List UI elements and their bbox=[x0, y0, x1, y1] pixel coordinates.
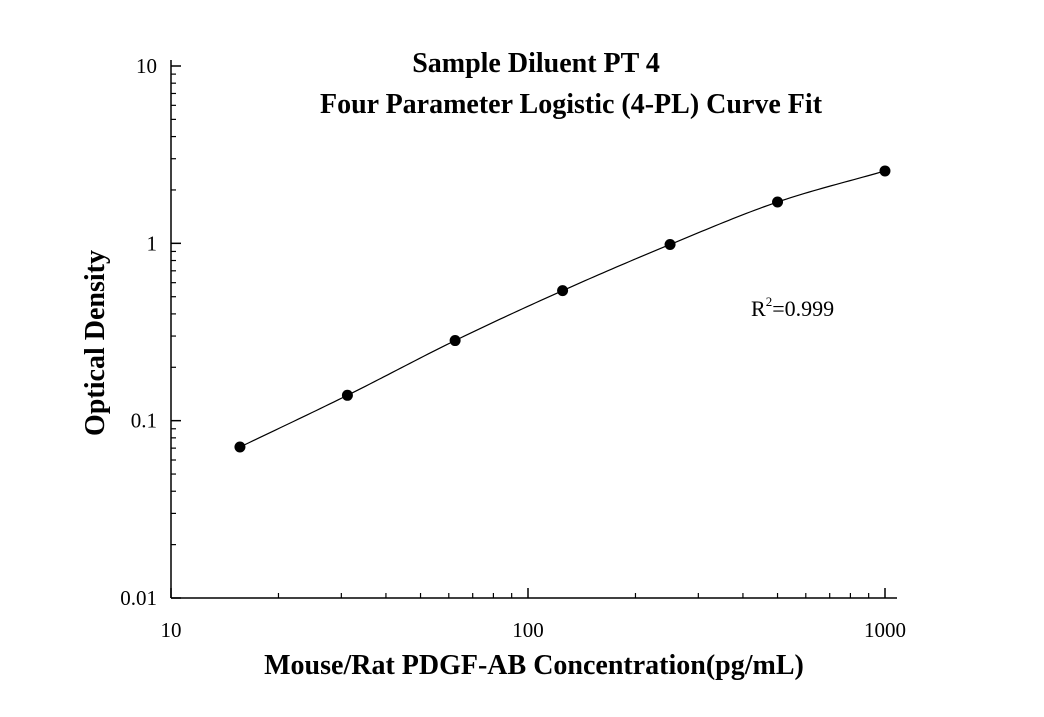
major-ticks bbox=[170, 65, 886, 599]
data-point bbox=[772, 196, 784, 208]
y-tick-label: 0.1 bbox=[131, 409, 157, 433]
data-point bbox=[557, 285, 569, 297]
x-axis-title: Mouse/Rat PDGF-AB Concentration(pg/mL) bbox=[264, 650, 804, 681]
data-point bbox=[879, 165, 891, 177]
chart-subtitle: Four Parameter Logistic (4-PL) Curve Fit bbox=[320, 89, 823, 120]
y-tick-label: 0.01 bbox=[120, 586, 157, 610]
r-squared-base: R bbox=[751, 296, 766, 321]
y-tick-label: 10 bbox=[136, 54, 157, 78]
data-point bbox=[234, 441, 246, 453]
x-tick-label: 10 bbox=[161, 618, 182, 642]
x-tick-label: 1000 bbox=[864, 618, 906, 642]
data-point bbox=[341, 389, 353, 401]
chart-title: Sample Diluent PT 4 bbox=[412, 48, 660, 79]
data-point bbox=[449, 335, 461, 347]
y-axis-title: Optical Density bbox=[80, 250, 111, 436]
r-squared-annotation: R2=0.999 bbox=[751, 294, 834, 321]
minor-ticks bbox=[171, 73, 870, 598]
data-points bbox=[234, 165, 891, 453]
tick-labels: 10 100 1000 0.01 0.1 1 10 bbox=[120, 54, 906, 642]
plot-axes bbox=[170, 60, 897, 599]
data-point bbox=[664, 238, 676, 250]
x-tick-label: 100 bbox=[512, 618, 544, 642]
r-squared-superscript: 2 bbox=[766, 294, 773, 309]
y-tick-label: 1 bbox=[147, 231, 158, 255]
r-squared-value: =0.999 bbox=[772, 296, 834, 321]
